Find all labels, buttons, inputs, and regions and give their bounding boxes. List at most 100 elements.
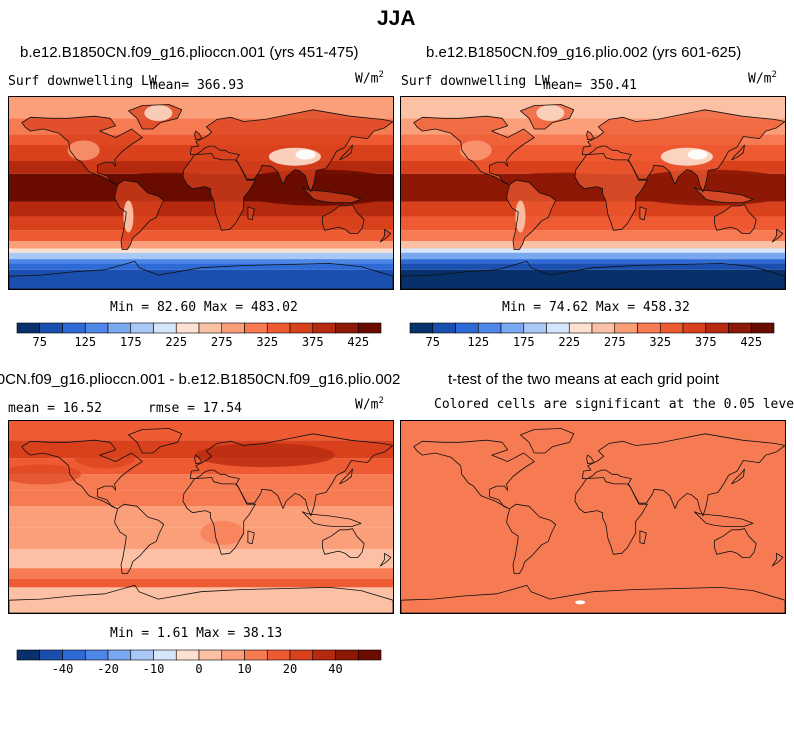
coastline-new-zealand bbox=[379, 552, 392, 567]
coastline-eurasia bbox=[581, 109, 785, 193]
colorbar-swatch bbox=[244, 322, 268, 334]
coastline-indonesia bbox=[301, 511, 362, 527]
colorbar-tick-label: 75 bbox=[33, 335, 47, 349]
coastline-antarctica bbox=[9, 260, 393, 289]
diff-band-0 bbox=[9, 421, 393, 441]
land-fill-new-zealand bbox=[380, 229, 391, 243]
coastline-australia bbox=[322, 204, 365, 234]
coastline-japan bbox=[731, 468, 745, 485]
diff-band-8 bbox=[9, 568, 393, 579]
colorbar-swatch bbox=[455, 322, 479, 334]
panel1-map-svg bbox=[9, 97, 393, 289]
colorbar-swatch bbox=[130, 649, 154, 661]
coastline-eurasia bbox=[189, 109, 393, 193]
colorbar-swatch bbox=[39, 649, 63, 661]
colorbar-swatch bbox=[175, 322, 200, 334]
lw-band-9 bbox=[401, 241, 785, 249]
coastlines bbox=[401, 104, 785, 289]
figure-title: JJA bbox=[377, 7, 416, 30]
colorbar-swatch bbox=[107, 322, 132, 334]
coastlines bbox=[9, 104, 393, 289]
coastline-africa bbox=[182, 477, 256, 555]
coastline-north-america bbox=[21, 115, 143, 185]
lw-band-7 bbox=[401, 216, 785, 231]
coastline-greenland bbox=[128, 428, 183, 454]
land-fill-south-america bbox=[114, 180, 164, 250]
colorbar-swatch bbox=[682, 322, 707, 334]
colorbar-tick-label: 275 bbox=[211, 335, 233, 349]
panel1-title: b.e12.B1850CN.f09_g16.plioccn.001 (yrs 4… bbox=[20, 44, 359, 61]
colorbar-swatch bbox=[198, 322, 223, 334]
colorbar-swatch bbox=[153, 322, 177, 334]
panel3-units: W/m2 bbox=[355, 396, 384, 413]
lw-band-12 bbox=[9, 259, 393, 264]
coastline-indonesia bbox=[693, 511, 754, 527]
colorbar-swatch bbox=[16, 649, 41, 661]
land-fill-uk bbox=[194, 131, 203, 140]
colorbar-swatch bbox=[637, 322, 661, 334]
coastline-new-zealand bbox=[379, 228, 392, 243]
colorbar-tick-label: 225 bbox=[165, 335, 187, 349]
colorbar-swatch bbox=[409, 322, 434, 334]
greenland-interior bbox=[144, 105, 173, 121]
diff-siberia-max bbox=[195, 443, 335, 468]
coastline-south-america bbox=[114, 179, 165, 250]
coastline-madagascar bbox=[247, 530, 255, 545]
lw-band-13 bbox=[401, 263, 785, 270]
lw-band-12 bbox=[401, 259, 785, 264]
panel1-variable-label: Surf downwelling LW bbox=[8, 74, 157, 89]
coastline-australia bbox=[714, 204, 757, 234]
colorbar-swatch bbox=[221, 322, 245, 334]
colorbar-tick-label: -10 bbox=[143, 662, 165, 676]
colorbar-swatch bbox=[198, 649, 223, 661]
land-fill-south-america bbox=[506, 180, 556, 250]
lw-band-14 bbox=[9, 269, 393, 289]
panel4-map-svg bbox=[401, 421, 785, 613]
coastline-eurasia bbox=[189, 433, 393, 517]
diff-africa bbox=[200, 521, 245, 545]
diff-band-4 bbox=[9, 490, 393, 507]
colorbar-swatch bbox=[477, 322, 502, 334]
diff-npac-max bbox=[9, 464, 81, 485]
colorbar-swatch bbox=[312, 322, 336, 334]
land-fill-indonesia bbox=[302, 187, 361, 203]
diff-band-10 bbox=[9, 587, 393, 613]
colorbar-tick-label: -20 bbox=[97, 662, 119, 676]
colorbar-tick-label: 0 bbox=[195, 662, 202, 676]
andes-region bbox=[515, 200, 526, 233]
coastline-indonesia bbox=[301, 187, 362, 203]
panel1-colorbar: 75 125 175 225 275 325 375 425 bbox=[16, 322, 382, 349]
colorbar-tick-label: 40 bbox=[328, 662, 342, 676]
colorbar-swatch bbox=[312, 649, 336, 661]
coastline-indonesia bbox=[693, 187, 754, 203]
lw-band-8 bbox=[9, 230, 393, 241]
land-fill-new-zealand bbox=[772, 229, 783, 243]
panel2-variable-label: Surf downwelling LW bbox=[401, 74, 550, 89]
colorbar-swatch bbox=[523, 322, 547, 334]
coastline-australia bbox=[714, 528, 757, 558]
coastline-madagascar bbox=[639, 206, 647, 221]
lw-band-14 bbox=[401, 269, 785, 289]
colorbar-tick-label: 75 bbox=[426, 335, 440, 349]
lw-band-6 bbox=[401, 201, 785, 217]
colorbar-tick-label: 325 bbox=[256, 335, 278, 349]
lw-band-10 bbox=[401, 248, 785, 253]
colorbar-swatch bbox=[175, 649, 200, 661]
greenland-interior bbox=[536, 105, 565, 121]
colorbar-tick-label: 225 bbox=[558, 335, 580, 349]
lw-band-10 bbox=[9, 248, 393, 253]
panel2-units: W/m2 bbox=[748, 70, 777, 87]
tibet-peak bbox=[687, 149, 708, 160]
colorbar-swatch bbox=[244, 649, 268, 661]
colorbar-tick-label: 125 bbox=[74, 335, 96, 349]
coastline-eurasia bbox=[581, 433, 785, 517]
panel4-subtitle: Colored cells are significant at the 0.0… bbox=[434, 397, 794, 412]
colorbar-swatch bbox=[221, 649, 245, 661]
lw-band-7 bbox=[9, 216, 393, 231]
panel1-mean-label: mean= 366.93 bbox=[150, 78, 244, 93]
rockies-region bbox=[67, 140, 100, 161]
lw-band-9 bbox=[9, 241, 393, 249]
coastline-antarctica bbox=[401, 260, 785, 289]
colorbar-swatch bbox=[614, 322, 638, 334]
diff-canada-max bbox=[75, 448, 135, 469]
